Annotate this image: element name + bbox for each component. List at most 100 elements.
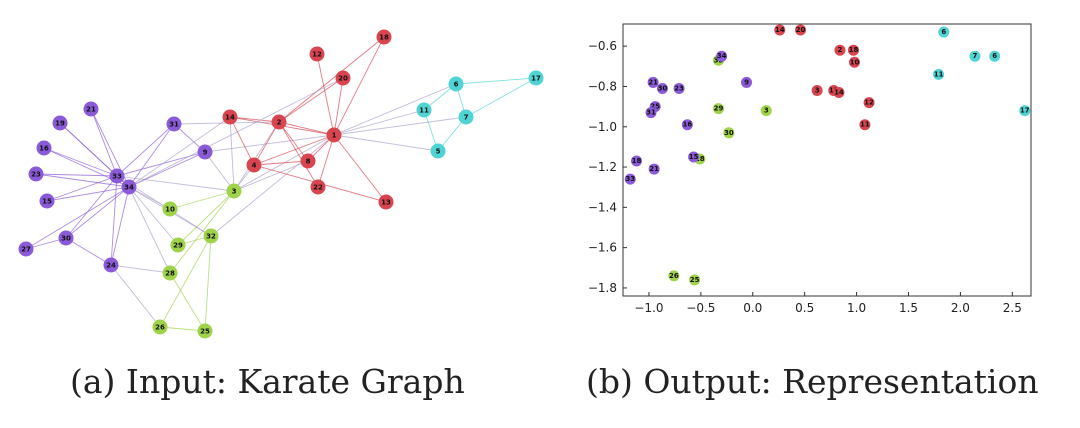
graph-node-marker [109,168,125,184]
graph-node-label: 9 [203,149,208,157]
scatter-point-2: 2 [834,44,846,56]
scatter-point-16: 16 [681,119,693,131]
scatter-point-6: 6 [989,50,1001,62]
scatter-point-30: 30 [723,127,735,139]
graph-node-label: 27 [21,246,31,254]
scatter-point-label: 30 [724,129,734,137]
graph-edge-20-34 [128,77,344,188]
graph-edge-15-34 [46,186,130,202]
graph-node-label: 15 [42,198,52,206]
graph-edge-30-34 [65,186,130,239]
graph-node-marker [300,153,316,169]
scatter-point-marker [688,151,700,163]
scatter-point-11: 11 [859,119,871,131]
scatter-point-label: 14 [775,26,785,34]
graph-node-23: 23 [28,166,44,182]
scatter-point-label: 7 [973,52,978,60]
graph-node-31: 31 [166,116,182,132]
graph-edge-1-9 [204,134,335,153]
graph-edge-3-14 [229,116,235,192]
graph-node-marker [170,237,186,253]
graph-node-4: 4 [246,157,262,173]
graph-node-label: 4 [252,162,257,170]
scatter-point-12: 12 [863,97,875,109]
scatter-point-25: 25 [689,274,701,286]
graph-node-label: 29 [173,242,183,250]
graph-edge-1-2 [278,121,335,136]
scatter-point-label: 21 [648,78,658,86]
scatter-point-marker [847,44,859,56]
graph-node-3: 3 [226,183,242,199]
graph-node-marker [28,166,44,182]
graph-node-marker [378,194,394,210]
x-tick-label: 2.0 [951,301,970,315]
graph-node-marker [36,140,52,156]
y-axis-ticks: −0.6 −0.8 −1.0 −1.2 −1.4 −1.6 −1.8 [588,39,627,295]
graph-node-marker [18,241,34,257]
graph-edge-2-4 [253,121,280,166]
scatter-point-14: 14 [774,24,786,36]
graph-node-15: 15 [39,193,55,209]
graph-edge-6-17 [455,77,537,85]
scatter-point-marker [645,107,657,119]
graph-edge-9-34 [128,151,206,188]
graph-edge-1-13 [333,134,387,203]
graph-node-marker [197,144,213,160]
graph-edge-24-33 [110,175,118,266]
scatter-point-31: 31 [645,107,657,119]
graph-node-marker [162,265,178,281]
representation-scatter-panel: −1.0 −0.5 0.0 0.5 1.0 1.5 2.0 2.5 −0.6−0.8−1.0−… [588,23,1032,315]
graph-node-marker [222,109,238,125]
graph-node-27: 27 [18,241,34,257]
scatter-point-marker [859,119,871,131]
scatter-point-21: 21 [648,163,660,175]
scatter-point-20: 20 [795,24,807,36]
scatter-point-marker [713,103,725,115]
graph-node-label: 5 [436,148,441,156]
caption-output-representation: (b) Output: Representation [586,362,1039,401]
graph-edge-24-30 [65,237,112,266]
scatter-point-marker [863,97,875,109]
scatter-point-label: 30 [658,84,668,92]
graph-node-label: 22 [313,184,323,192]
graph-edge-4-8 [253,160,309,166]
scatter-points: 6761117142021810313141211332933028262534… [624,24,1031,286]
graph-edge-3-29 [177,190,235,246]
scatter-point-18: 18 [630,155,642,167]
scatter-point-6: 6 [938,26,950,38]
graph-node-20: 20 [335,70,351,86]
graph-edge-28-34 [128,186,171,274]
graph-edge-2-14 [229,116,280,123]
graph-edge-1-12 [316,53,335,136]
y-tick-label: −1.2 [588,160,617,174]
scatter-point-marker [811,84,823,96]
graph-edge-3-9 [204,151,235,192]
graph-node-marker [58,230,74,246]
graph-node-label: 21 [86,106,96,114]
scatter-point-label: 20 [796,26,806,34]
scatter-point-label: 18 [849,46,859,54]
graph-edge-2-22 [278,121,319,188]
scatter-point-marker [681,119,693,131]
graph-node-label: 24 [106,262,116,270]
graph-node-26: 26 [152,319,168,335]
scatter-point-23: 23 [673,82,685,94]
graph-edge-25-28 [169,272,206,332]
graph-edge-25-32 [204,235,212,332]
scatter-point-label: 3 [764,107,769,115]
x-tick-label: 1.0 [847,301,866,315]
scatter-point-marker [795,24,807,36]
scatter-point-marker [989,50,1001,62]
graph-node-label: 33 [112,173,122,181]
scatter-point-17: 17 [1019,105,1031,117]
scatter-point-7: 7 [969,50,981,62]
scatter-point-label: 11 [934,70,944,78]
scatter-point-label: 25 [690,276,700,284]
graph-edge-25-26 [159,326,206,332]
graph-edge-24-34 [110,186,130,266]
graph-edge-27-34 [25,186,130,250]
graph-node-2: 2 [271,114,287,130]
scatter-point-label: 9 [744,78,749,86]
scatter-point-marker [741,76,753,88]
